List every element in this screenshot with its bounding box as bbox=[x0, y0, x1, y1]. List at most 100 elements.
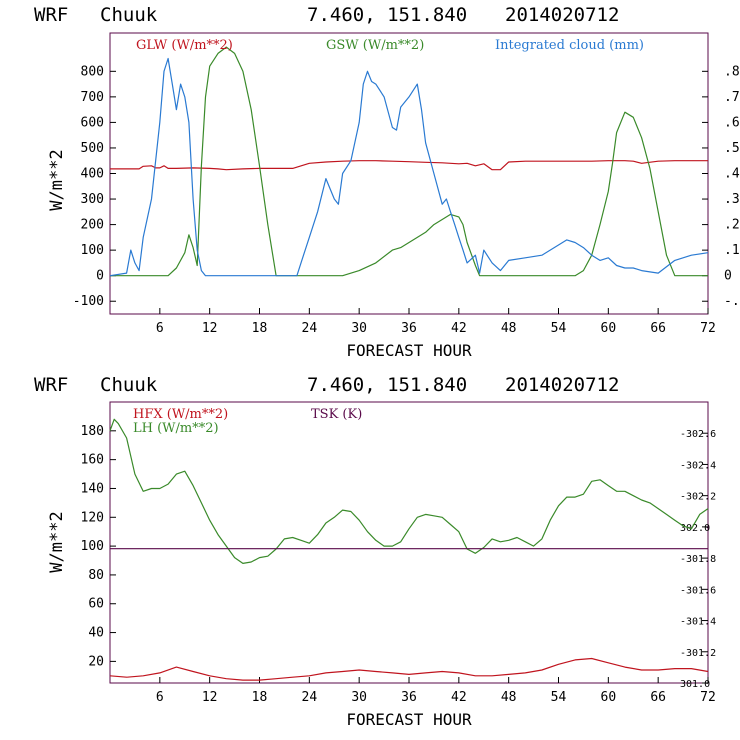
y2-tick-label: -301.6 bbox=[680, 585, 716, 596]
x-tick-label: 24 bbox=[302, 690, 318, 705]
y-tick-label: 20 bbox=[88, 654, 104, 669]
y-axis-label: W/m**2 bbox=[47, 149, 67, 210]
y2-tick-label: 302.0 bbox=[680, 523, 710, 534]
series-line-hfx bbox=[109, 657, 709, 681]
y2-tick-label: .7 bbox=[724, 90, 740, 105]
x-axis: 6 12 18 24 30 36 42 48 54 60 66 72 bbox=[156, 308, 716, 336]
series-group bbox=[109, 418, 709, 681]
header-station: Chuuk bbox=[100, 374, 158, 396]
y-axis-right: -.1 0 .1 .2 .3 .4 .5 .6 .7 .8 bbox=[702, 64, 740, 309]
legend-glw: GLW (W/m**2) bbox=[136, 38, 233, 53]
y2-tick-label: .3 bbox=[724, 192, 740, 207]
y2-tick-label: -302.2 bbox=[680, 492, 716, 503]
x-tick-label: 24 bbox=[302, 321, 318, 336]
y2-tick-label: .2 bbox=[724, 218, 740, 233]
y2-tick-label: -302.6 bbox=[680, 429, 716, 440]
y2-tick-label: -301.2 bbox=[680, 648, 716, 659]
header-init-time: 2014020712 bbox=[505, 4, 619, 26]
y2-tick-label: 301.0 bbox=[680, 679, 710, 690]
x-axis: 6 12 18 24 30 36 42 48 54 60 66 72 bbox=[156, 677, 716, 705]
header-coords: 7.460, 151.840 bbox=[307, 374, 467, 396]
y2-tick-label: .5 bbox=[724, 141, 740, 156]
y-axis-label: W/m**2 bbox=[47, 511, 67, 572]
chart-heat-flux: WRF Chuuk 7.460, 151.840 2014020712 20 40… bbox=[34, 374, 716, 729]
plot-frame bbox=[109, 32, 709, 315]
y-tick-label: 120 bbox=[81, 510, 104, 525]
x-tick-label: 54 bbox=[551, 690, 567, 705]
x-tick-label: 66 bbox=[650, 321, 666, 336]
header-model: WRF bbox=[34, 4, 68, 26]
y-tick-label: 40 bbox=[88, 626, 104, 641]
chart-header: WRF Chuuk 7.460, 151.840 2014020712 bbox=[34, 374, 619, 396]
y-tick-label: 160 bbox=[81, 453, 104, 468]
y-tick-label: 600 bbox=[81, 115, 104, 130]
y-tick-label: 200 bbox=[81, 218, 104, 233]
x-tick-label: 72 bbox=[700, 690, 716, 705]
y-tick-label: 180 bbox=[81, 424, 104, 439]
header-model: WRF bbox=[34, 374, 68, 396]
y-axis-left: 20 40 60 80 100 120 140 160 180 bbox=[81, 424, 116, 669]
header-station: Chuuk bbox=[100, 4, 158, 26]
y2-tick-label: -.1 bbox=[724, 294, 740, 309]
y-tick-label: 80 bbox=[88, 568, 104, 583]
legend-lh: LH (W/m**2) bbox=[133, 421, 219, 436]
x-tick-label: 42 bbox=[451, 321, 467, 336]
series-line-lh bbox=[109, 418, 709, 565]
x-axis-label: FORECAST HOUR bbox=[346, 341, 472, 360]
y-tick-label: 100 bbox=[81, 539, 104, 554]
y2-tick-label: -301.8 bbox=[680, 554, 716, 565]
y2-tick-label: .8 bbox=[724, 64, 740, 79]
x-tick-label: 30 bbox=[351, 321, 367, 336]
y-tick-label: 800 bbox=[81, 64, 104, 79]
y-axis-right: 301.0 -301.2 -301.4 -301.6 -301.8 302.0 -302.2… bbox=[680, 429, 716, 690]
series-line-gsw bbox=[110, 46, 708, 277]
series-line-glw bbox=[110, 160, 708, 171]
legend-tsk: TSK (K) bbox=[311, 407, 362, 422]
x-tick-label: 66 bbox=[650, 690, 666, 705]
y-axis-left: -100 0 100 200 300 400 500 600 700 800 bbox=[73, 64, 116, 309]
series-line-integrated bbox=[109, 57, 709, 277]
x-tick-label: 72 bbox=[700, 321, 716, 336]
legend-integrated-cloud: Integrated cloud (mm) bbox=[495, 38, 644, 53]
x-tick-label: 54 bbox=[551, 321, 567, 336]
y2-tick-label: .1 bbox=[724, 243, 740, 258]
y-tick-label: 0 bbox=[96, 269, 104, 284]
y-tick-label: 140 bbox=[81, 481, 104, 496]
plot-frame bbox=[109, 401, 709, 684]
x-tick-label: 60 bbox=[601, 321, 617, 336]
y-tick-label: -100 bbox=[73, 294, 104, 309]
x-tick-label: 6 bbox=[156, 321, 164, 336]
legend-gsw: GSW (W/m**2) bbox=[326, 38, 424, 53]
header-coords: 7.460, 151.840 bbox=[307, 4, 467, 26]
x-tick-label: 36 bbox=[401, 321, 417, 336]
y2-tick-label: .4 bbox=[724, 167, 740, 182]
x-tick-label: 36 bbox=[401, 690, 417, 705]
x-tick-label: 60 bbox=[601, 690, 617, 705]
y2-tick-label: .6 bbox=[724, 115, 740, 130]
x-tick-label: 6 bbox=[156, 690, 164, 705]
y-tick-label: 100 bbox=[81, 243, 104, 258]
x-tick-label: 42 bbox=[451, 690, 467, 705]
chart-radiation-cloud: WRF Chuuk 7.460, 151.840 2014020712 -100… bbox=[34, 4, 740, 360]
x-tick-label: 12 bbox=[202, 321, 218, 336]
y-tick-label: 500 bbox=[81, 141, 104, 156]
x-tick-label: 48 bbox=[501, 321, 517, 336]
y-tick-label: 700 bbox=[81, 90, 104, 105]
x-tick-label: 18 bbox=[252, 321, 268, 336]
series-group bbox=[109, 46, 709, 277]
header-init-time: 2014020712 bbox=[505, 374, 619, 396]
x-tick-label: 12 bbox=[202, 690, 218, 705]
y-tick-label: 300 bbox=[81, 192, 104, 207]
y-tick-label: 400 bbox=[81, 167, 104, 182]
x-tick-label: 18 bbox=[252, 690, 268, 705]
x-tick-label: 48 bbox=[501, 690, 517, 705]
x-tick-label: 30 bbox=[351, 690, 367, 705]
y2-tick-label: -301.4 bbox=[680, 617, 716, 628]
x-axis-label: FORECAST HOUR bbox=[346, 710, 472, 729]
chart-header: WRF Chuuk 7.460, 151.840 2014020712 bbox=[34, 4, 619, 26]
y2-tick-label: 0 bbox=[724, 269, 732, 284]
legend: HFX (W/m**2) LH (W/m**2) TSK (K) bbox=[133, 407, 362, 436]
legend-hfx: HFX (W/m**2) bbox=[133, 407, 228, 422]
legend: GLW (W/m**2) GSW (W/m**2) Integrated clo… bbox=[136, 38, 644, 53]
